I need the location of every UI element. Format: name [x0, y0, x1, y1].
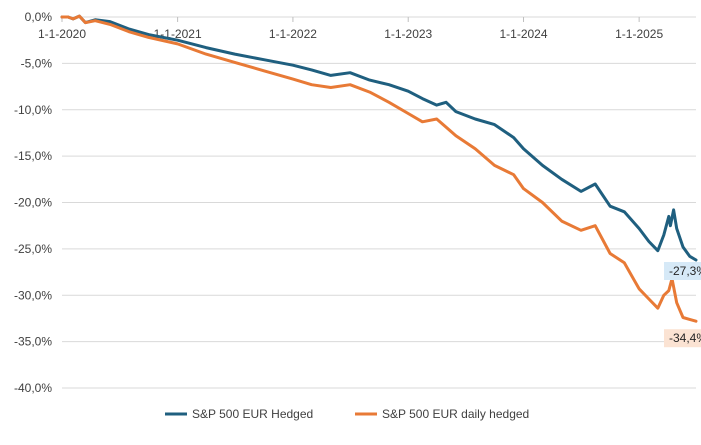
y-axis-ticks: 0,0% -5,0% -10,0% -15,0% -20,0% -25,0% -30,0% -… — [14, 10, 52, 395]
legend-label: S&P 500 EUR Hedged — [192, 407, 313, 421]
end-value-label: -27,3% — [669, 264, 701, 278]
legend: S&P 500 EUR Hedged S&P 500 EUR daily hedg… — [165, 407, 529, 421]
y-tick-label: -35,0% — [14, 335, 52, 349]
x-tick-label: 1-1-2024 — [499, 27, 547, 41]
end-label-box — [664, 329, 701, 348]
x-tick-label: 1-1-2023 — [384, 27, 432, 41]
gridlines — [62, 16, 696, 389]
end-labels: -27,3% -34,4% — [664, 262, 701, 348]
y-tick-label: -15,0% — [14, 149, 52, 163]
series-lines — [60, 14, 698, 323]
end-value-label: -34,4% — [669, 331, 701, 345]
series-line-2 — [60, 14, 698, 323]
y-tick-label: -30,0% — [14, 288, 52, 302]
y-tick-label: 0,0% — [25, 10, 53, 24]
x-tick-label: 1-1-2025 — [615, 27, 663, 41]
y-tick-label: -40,0% — [14, 381, 52, 395]
y-tick-label: -25,0% — [14, 242, 52, 256]
x-tick-label: 1-1-2020 — [38, 27, 86, 41]
y-tick-label: -10,0% — [14, 103, 52, 117]
legend-label: S&P 500 EUR daily hedged — [382, 407, 529, 421]
end-label-box — [664, 262, 701, 281]
y-tick-label: -20,0% — [14, 196, 52, 210]
y-tick-label: -5,0% — [21, 56, 53, 70]
x-tick-label: 1-1-2022 — [269, 27, 317, 41]
series-line-1 — [60, 14, 698, 262]
